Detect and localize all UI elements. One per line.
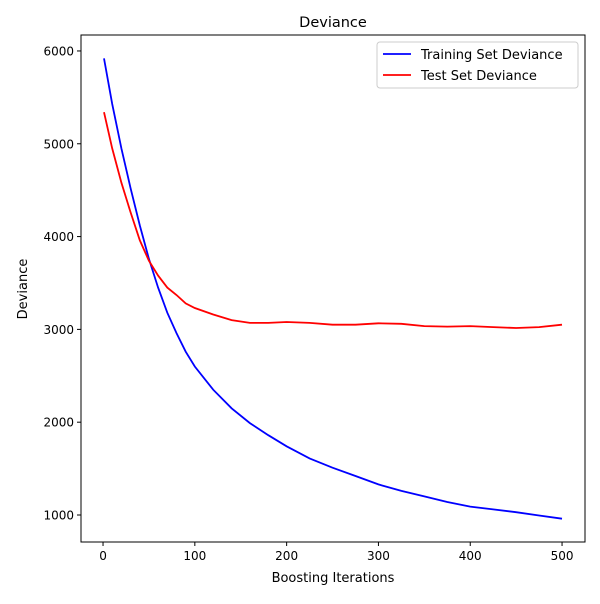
y-axis-label: Deviance — [16, 259, 31, 320]
x-tick-label: 200 — [275, 549, 298, 563]
y-tick-label: 4000 — [43, 230, 74, 244]
legend-label-training: Training Set Deviance — [420, 48, 563, 63]
series-line-training — [103, 58, 563, 520]
plot-frame — [80, 34, 586, 543]
legend-label-test: Test Set Deviance — [420, 69, 537, 84]
series-line-test — [103, 112, 563, 329]
y-tick-label: 3000 — [43, 323, 74, 337]
x-axis-label: Boosting Iterations — [272, 571, 395, 586]
x-tick-label: 400 — [459, 549, 482, 563]
y-tick-label: 6000 — [43, 44, 74, 58]
y-tick-label: 1000 — [43, 508, 74, 522]
legend-box — [376, 41, 579, 89]
y-tick-label: 2000 — [43, 416, 74, 430]
x-tick-label: 0 — [99, 549, 107, 563]
x-tick-label: 300 — [367, 549, 390, 563]
x-tick-label: 500 — [551, 549, 574, 563]
y-tick-label: 5000 — [43, 137, 74, 151]
x-tick-label: 100 — [183, 549, 206, 563]
legend: Training Set Deviance Test Set Deviance — [376, 41, 579, 89]
chart-title: Deviance — [299, 15, 367, 31]
